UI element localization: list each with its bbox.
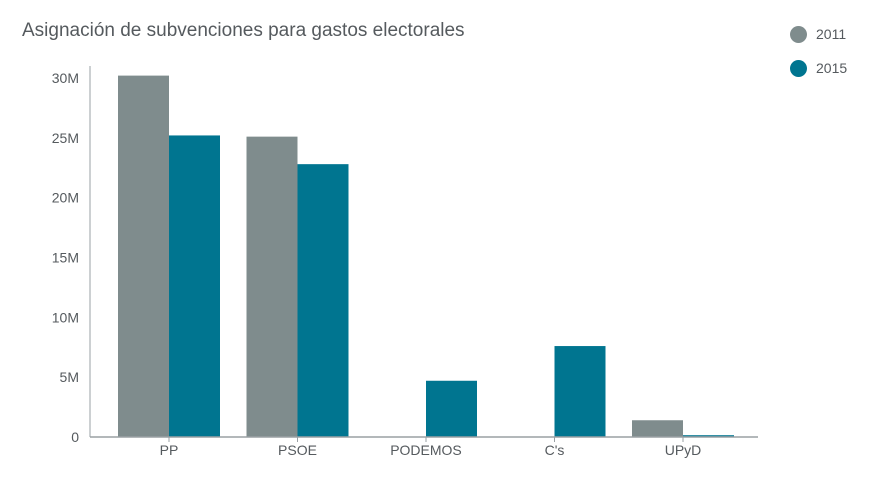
y-tick-label: 15M [52,250,79,266]
bar-pp-2011 [118,75,169,438]
y-tick-label: 30M [52,70,79,86]
bar-cs-2015 [554,346,606,437]
bar-pp-2015 [169,135,220,437]
x-tick-label: PSOE [278,442,317,458]
legend-label-2015: 2015 [816,60,848,76]
x-tick-label: UPyD [665,442,702,458]
bar-upyd-2011 [632,420,683,437]
bar-upyd-2015 [683,435,734,437]
y-tick-label: 20M [52,190,79,206]
bar-psoe-2015 [297,164,349,437]
legend: 2011 2015 [790,17,847,85]
legend-label-2011: 2011 [816,26,847,42]
y-tick-label: 5M [60,369,79,385]
legend-swatch-2015 [790,59,807,77]
legend-item-2011[interactable]: 2011 [790,17,847,51]
y-tick-label: 10M [52,309,79,325]
bar-psoe-2011 [246,136,298,438]
legend-swatch-2011 [790,25,807,43]
bar-podemos-2015 [426,380,477,437]
y-tick-label: 25M [52,130,79,146]
x-tick-label: PODEMOS [390,442,462,458]
x-tick-label: C's [545,442,565,458]
legend-item-2015[interactable]: 2015 [790,51,847,85]
x-tick-label: PP [160,442,179,458]
y-tick-label: 0 [71,429,79,445]
chart-title: Asignación de subvenciones para gastos e… [22,20,465,41]
